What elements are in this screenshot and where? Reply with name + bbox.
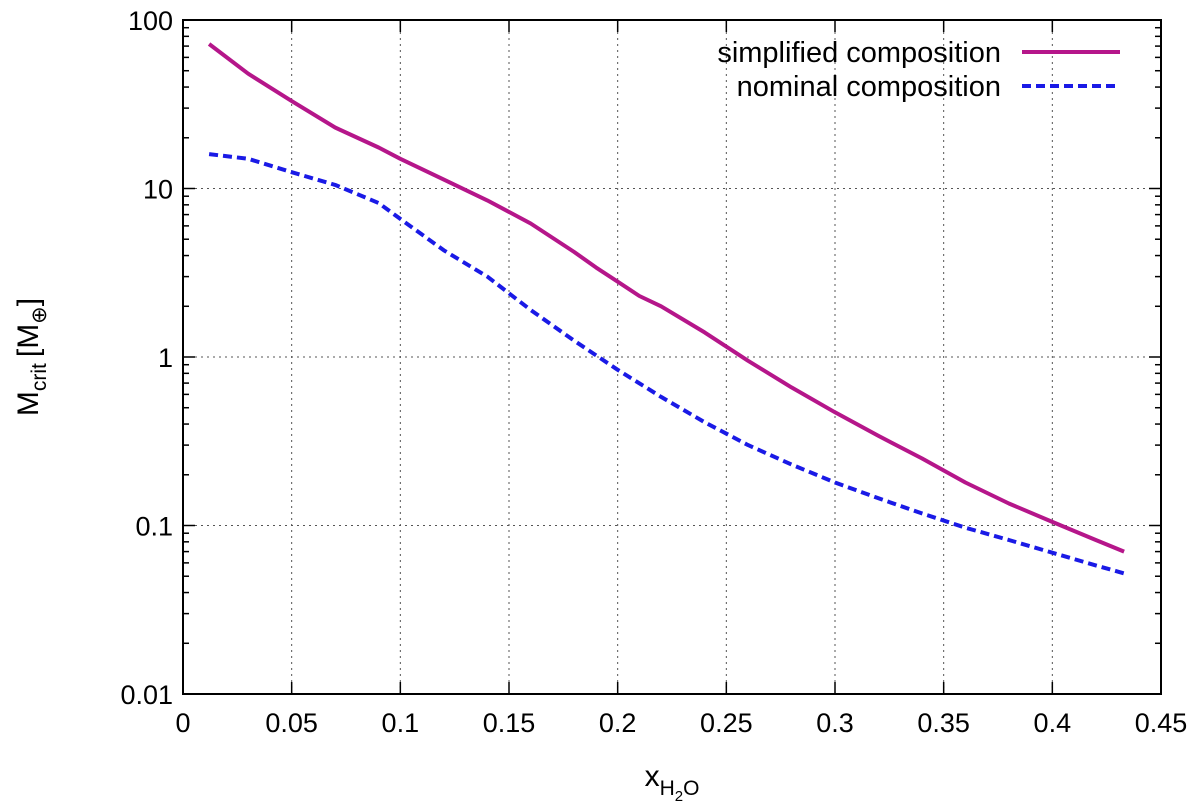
x-tick-label: 0.2 — [599, 708, 637, 738]
x-tick-label: 0.25 — [700, 708, 753, 738]
y-tick-labels: 0.01 0.1 1 10 100 — [120, 6, 173, 710]
x-axis-title-sub2: 2 — [675, 788, 683, 805]
x-tick-label: 0.4 — [1034, 708, 1072, 738]
x-tick-labels: 0 0.05 0.1 0.15 0.2 0.25 0.3 0.35 0.4 0.45 — [175, 708, 1187, 738]
y-axis-title-unit: [M — [12, 324, 45, 357]
y-tick-label: 0.1 — [135, 512, 173, 542]
y-tick-label: 1 — [158, 343, 173, 373]
x-tick-label: 0.3 — [816, 708, 854, 738]
y-axis-title: Mcrit [M⊕] — [12, 298, 51, 416]
series-line-simplified — [207, 42, 1125, 554]
y-axis-title-sub: crit — [28, 363, 51, 391]
grid-lines — [183, 20, 1161, 694]
y-tick-label: 100 — [128, 6, 173, 36]
x-axis-title-sub: H — [660, 777, 675, 800]
x-tick-label: 0.1 — [382, 708, 420, 738]
x-axis-title: xH2O — [645, 760, 700, 805]
series-line-nominal — [208, 152, 1125, 576]
legend-label: nominal composition — [737, 71, 1001, 103]
series-lines — [207, 42, 1125, 576]
x-axis-title-main: x — [645, 760, 660, 793]
legend-label: simplified composition — [717, 37, 1001, 69]
plot-frame — [182, 19, 1162, 695]
x-tick-label: 0.15 — [483, 708, 536, 738]
x-tick-label: 0.45 — [1135, 708, 1188, 738]
x-tick-label: 0.35 — [917, 708, 970, 738]
y-axis-title-unit-end: ] — [12, 298, 45, 306]
y-axis-title-main: M — [12, 391, 45, 416]
y-axis-title-unit-sub: ⊕ — [28, 306, 51, 324]
axis-ticks — [182, 19, 1162, 695]
y-tick-label: 10 — [143, 175, 173, 205]
x-tick-label: 0.05 — [265, 708, 318, 738]
x-axis-title-sub3: O — [683, 777, 699, 800]
y-tick-label: 0.01 — [120, 680, 173, 710]
x-tick-label: 0 — [175, 708, 190, 738]
